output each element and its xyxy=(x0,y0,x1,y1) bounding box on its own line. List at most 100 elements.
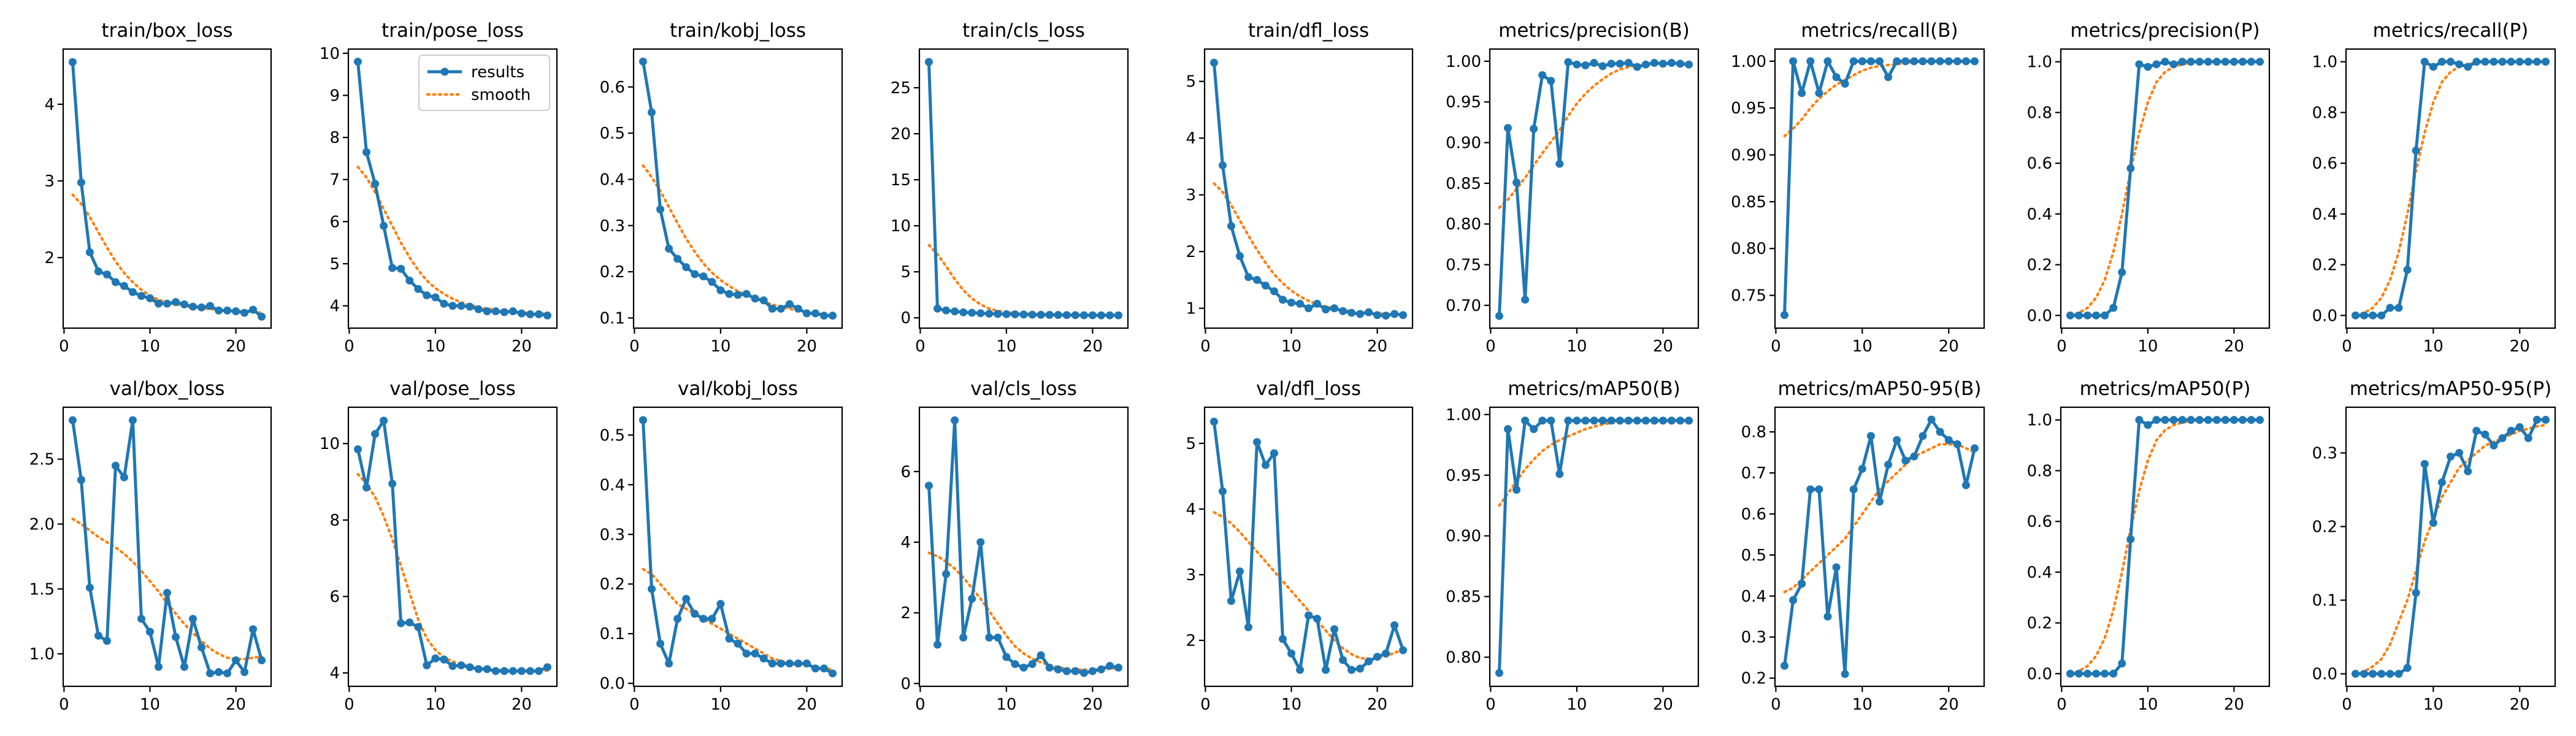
results-point xyxy=(2377,311,2386,320)
results-point xyxy=(2429,63,2437,71)
results-point xyxy=(2101,311,2109,320)
y-tick-label: 0.90 xyxy=(1731,147,1766,165)
results-point xyxy=(1365,308,1373,316)
x-tick-label: 0 xyxy=(2342,696,2352,714)
y-tick-label: 6 xyxy=(329,213,340,231)
results-point xyxy=(2447,452,2455,461)
smooth-line xyxy=(1213,511,1405,661)
axes-frame xyxy=(632,406,843,688)
y-tick-label: 0.8 xyxy=(1741,423,1766,442)
results-point xyxy=(1919,432,1927,440)
y-tick-label: 1 xyxy=(1186,300,1196,318)
y-tick-label: 0.6 xyxy=(600,79,625,97)
results-point xyxy=(1373,311,1382,320)
subplot-metrics-precision-b: metrics/precision(B) 0 10 20 0.70 0.75 0.80 0.8… xyxy=(1446,20,1700,356)
results-point xyxy=(2464,467,2472,475)
results-point xyxy=(1927,415,1936,424)
axes-frame xyxy=(918,406,1129,688)
results-point xyxy=(431,654,440,662)
y-tick-label: 20 xyxy=(891,125,911,144)
results-point xyxy=(829,312,837,320)
smooth-line xyxy=(1783,59,1976,138)
results-point xyxy=(785,300,794,309)
y-tick-label: 0.2 xyxy=(1741,670,1766,688)
smooth-line xyxy=(2354,60,2547,317)
results-point xyxy=(794,659,802,668)
results-point xyxy=(2472,58,2481,66)
results-point xyxy=(1936,427,1944,436)
x-tick-label: 20 xyxy=(2224,337,2244,356)
results-point xyxy=(466,302,474,311)
results-point xyxy=(120,473,128,481)
y-tick-label: 0.1 xyxy=(600,625,625,643)
results-point xyxy=(2542,415,2550,424)
results-point xyxy=(2481,58,2490,66)
results-point xyxy=(1573,60,1581,69)
results-point xyxy=(1028,660,1037,669)
results-point xyxy=(543,663,552,672)
results-point xyxy=(491,307,500,316)
results-point xyxy=(154,662,163,671)
y-tick-label: 15 xyxy=(891,171,911,190)
results-point xyxy=(111,278,120,286)
y-tick-label: 0.85 xyxy=(1446,175,1481,193)
results-point xyxy=(2126,164,2135,172)
y-tick-label: 0.4 xyxy=(2027,564,2052,582)
results-point xyxy=(431,293,440,302)
results-point xyxy=(440,655,448,664)
y-tick-label: 2 xyxy=(1186,243,1196,261)
y-tick-label: 0.95 xyxy=(1446,93,1481,112)
x-tick-label: 10 xyxy=(1852,696,1873,714)
results-point xyxy=(508,307,517,316)
results-point xyxy=(942,570,951,578)
results-point xyxy=(423,291,431,299)
results-point xyxy=(543,311,552,320)
y-tick-label: 0.5 xyxy=(600,426,625,445)
results-point xyxy=(1339,656,1347,664)
results-point xyxy=(1858,57,1866,66)
subplot-title: metrics/precision(P) xyxy=(2070,20,2260,42)
results-point xyxy=(1244,273,1252,282)
results-point xyxy=(1823,57,1832,66)
subplot-val-box-loss: val/box_loss 0 10 20 1.0 1.5 2.0 2.5 xyxy=(29,378,272,714)
results-point xyxy=(638,57,647,66)
results-point xyxy=(2369,670,2377,678)
results-point xyxy=(457,661,466,670)
x-tick-label: 10 xyxy=(2423,696,2444,714)
y-tick-label: 2.0 xyxy=(29,515,55,534)
results-point xyxy=(1667,416,1676,425)
y-tick-label: 0.2 xyxy=(2027,615,2052,633)
results-point xyxy=(362,148,371,156)
results-point xyxy=(768,659,776,668)
x-tick-label: 10 xyxy=(1566,696,1587,714)
results-point xyxy=(2118,659,2126,668)
results-point xyxy=(102,637,111,645)
y-tick-label: 0.4 xyxy=(1741,588,1766,606)
y-tick-label: 0.7 xyxy=(1741,464,1766,483)
results-point xyxy=(1287,649,1295,657)
x-tick-label: 10 xyxy=(1281,696,1301,714)
results-point xyxy=(1209,58,1218,67)
results-point xyxy=(1062,667,1071,675)
results-point xyxy=(483,307,491,316)
results-point xyxy=(232,656,240,665)
results-point xyxy=(2169,60,2178,69)
results-point xyxy=(1261,461,1270,469)
results-point xyxy=(665,659,673,668)
results-point xyxy=(2437,58,2446,66)
x-tick-label: 10 xyxy=(425,696,445,714)
results-point xyxy=(638,416,647,424)
results-point xyxy=(77,178,85,186)
results-line xyxy=(356,419,548,673)
subplot-train-cls-loss: train/cls_loss 0 10 20 0 5 10 15 20 25 xyxy=(891,20,1129,356)
results-point xyxy=(2352,311,2359,320)
x-tick-label: 0 xyxy=(1200,696,1211,714)
results-line xyxy=(1212,62,1403,318)
results-point xyxy=(1876,57,1884,66)
x-tick-label: 20 xyxy=(1367,696,1387,714)
results-point xyxy=(68,416,77,424)
x-tick-label: 20 xyxy=(2510,337,2530,356)
results-point xyxy=(1624,59,1633,67)
y-tick-label: 25 xyxy=(891,79,911,98)
results-point xyxy=(1495,669,1503,677)
